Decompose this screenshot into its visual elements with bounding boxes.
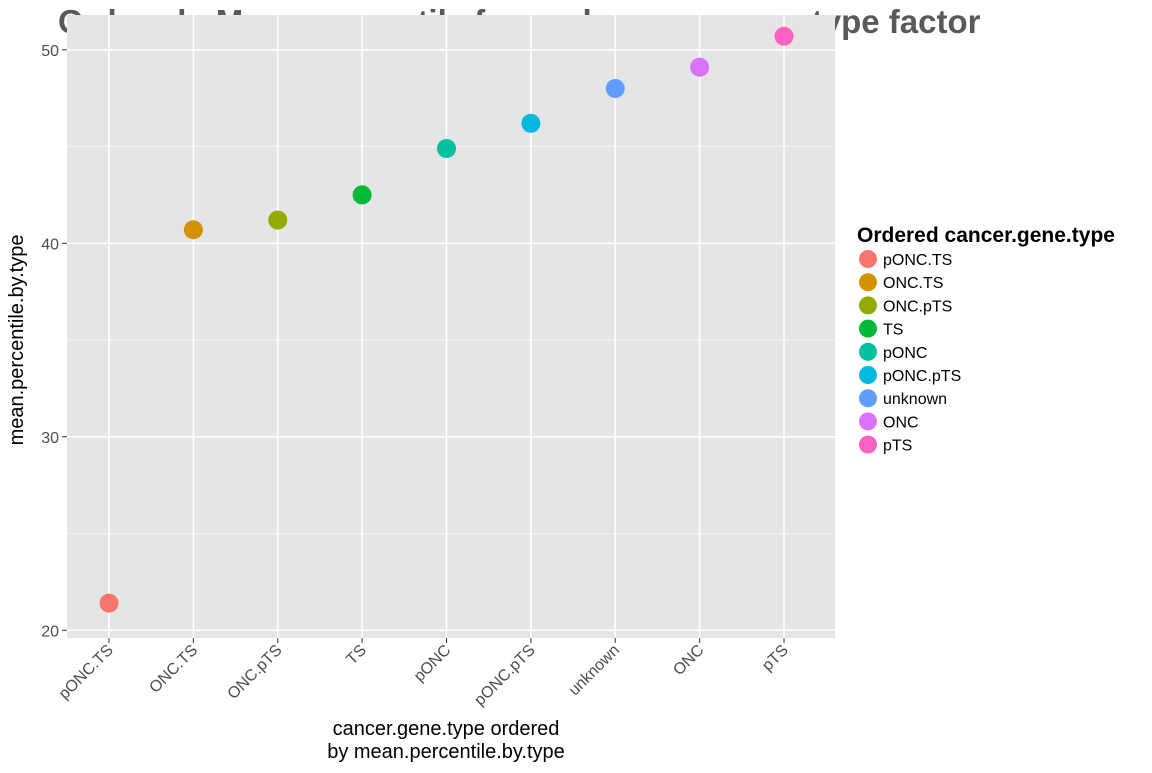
legend-key: [859, 366, 877, 384]
y-tick-label: 30: [41, 430, 59, 447]
legend-label: pONC: [883, 345, 927, 362]
legend-label: pTS: [883, 438, 912, 455]
y-tick-label: 40: [41, 236, 59, 253]
data-point-pts: [774, 26, 794, 46]
x-tick-label: ONC.pTS: [225, 642, 286, 703]
legend-key: [859, 273, 877, 292]
legend-key: [859, 389, 877, 408]
x-tick-label: pTS: [759, 642, 792, 675]
legend-key: [859, 319, 877, 338]
grid-major: [67, 15, 835, 638]
x-tick-label: pONC: [411, 642, 454, 685]
x-axis-title-line-2: by mean.percentile.by.type: [327, 741, 565, 763]
x-axis: pONC.TS ONC.TS ONC.pTS TS pONC pONC.pTS unknow…: [56, 638, 792, 709]
y-tick-label: 50: [41, 43, 59, 60]
legend-label: pONC.pTS: [883, 368, 961, 385]
legend-label: ONC.TS: [883, 275, 943, 292]
data-point-ponc: [437, 139, 456, 158]
legend-label: unknown: [883, 391, 947, 408]
legend-title: Ordered cancer.gene.type: [857, 224, 1115, 247]
data-point-onc-ts: [183, 220, 203, 240]
legend: Ordered cancer.gene.type pONC.TS ONC.TS ON…: [857, 224, 1115, 455]
legend-key: [859, 412, 877, 431]
legend-key: [859, 296, 877, 315]
data-point-unknown: [605, 79, 625, 99]
legend-key: [859, 435, 877, 454]
data-point-ponc-pts: [521, 113, 541, 133]
plot-panel: [67, 15, 835, 638]
points-layer: [99, 26, 794, 613]
data-point-onc-pts: [268, 210, 288, 230]
x-axis-title-line-1: cancer.gene.type ordered: [333, 718, 560, 740]
x-tick-label: unknown: [566, 642, 623, 699]
data-point-onc: [690, 57, 710, 77]
x-tick-label: ONC: [670, 642, 707, 679]
x-tick-label: pONC.TS: [56, 642, 117, 703]
y-axis-title: mean.percentile.by.type: [6, 235, 28, 446]
data-point-ponc-ts: [99, 593, 119, 613]
data-point-ts: [352, 185, 372, 205]
y-tick-label: 20: [41, 623, 59, 640]
legend-items: pONC.TS ONC.TS ONC.pTS TS pONC pONC.pTS unknow…: [859, 250, 961, 455]
legend-label: TS: [883, 322, 903, 339]
x-tick-label: TS: [343, 642, 369, 668]
legend-key: [859, 342, 877, 361]
x-tick-label: pONC.pTS: [471, 642, 538, 709]
legend-label: pONC.TS: [883, 252, 952, 269]
x-tick-label: ONC.TS: [146, 642, 201, 697]
legend-label: ONC: [883, 414, 919, 431]
legend-key: [859, 250, 877, 268]
legend-label: ONC.pTS: [883, 298, 952, 315]
y-axis: 20 30 40 50: [41, 43, 67, 640]
